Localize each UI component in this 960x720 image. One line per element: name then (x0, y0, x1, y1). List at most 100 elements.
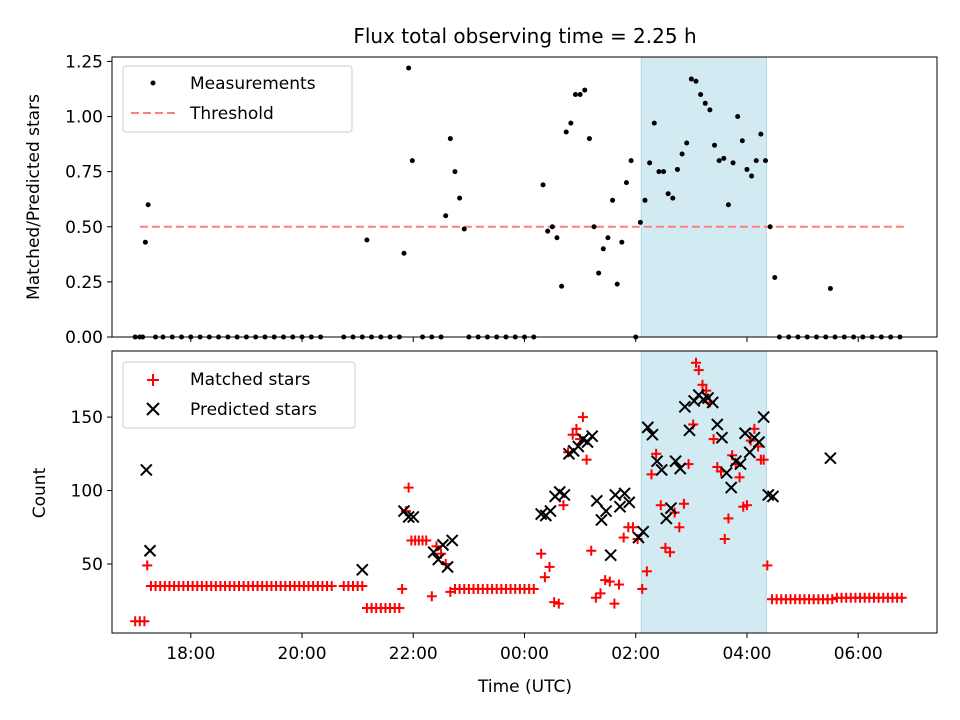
predicted-star-point (604, 548, 617, 562)
predicted-star-point (660, 512, 673, 525)
predicted-star-point (143, 544, 157, 557)
matched-star-point (655, 500, 666, 511)
matched-star-point (719, 534, 730, 544)
measurement-point (628, 158, 634, 164)
measurement-point (600, 246, 606, 252)
matched-star-point (567, 429, 578, 440)
bottom-y-label: Count (30, 467, 50, 518)
predicted-star-point (585, 429, 599, 443)
measurement-point (549, 224, 555, 230)
measurement-point (610, 197, 616, 203)
predicted-star-point (558, 488, 571, 502)
matched-star-point (758, 454, 769, 465)
top-y-tick-label: 0.50 (65, 218, 103, 238)
predicted-star-point (636, 525, 650, 538)
top-y-tick-label: 0.75 (65, 163, 103, 183)
measurement-point (145, 202, 151, 208)
predicted-star-point (436, 538, 450, 552)
bottom-legend: Matched stars Predicted stars (122, 361, 356, 429)
measurement-point (688, 76, 694, 82)
top-y-axis: 0.00 0.25 0.50 0.75 1.00 1.25 (65, 52, 112, 348)
top-legend-box (122, 65, 353, 133)
predicted-star-point (613, 500, 627, 513)
matched-star-point (749, 423, 760, 434)
bottom-y-tick-label: 150 (71, 408, 103, 428)
matched-star-point (528, 583, 539, 594)
matched-star-point (651, 448, 662, 459)
measurement-point (642, 197, 648, 203)
legend-predicted-marker (146, 402, 160, 416)
matched-star-point (690, 357, 701, 368)
predicted-star-point (752, 435, 766, 449)
measurement-point (563, 129, 569, 135)
measurement-point (586, 136, 592, 142)
measurement-point (712, 142, 718, 148)
matched-star-point (660, 542, 671, 553)
measurement-point (730, 160, 736, 166)
predicted-star-point (678, 400, 692, 414)
measurement-point (763, 158, 769, 164)
measurement-point (443, 213, 449, 219)
x-tick-label: 18:00 (166, 644, 215, 664)
matched-star-point (421, 535, 432, 546)
measurement-point (540, 182, 546, 188)
predicted-star-point (669, 454, 682, 468)
measurement-point (735, 114, 741, 120)
predicted-star-point (738, 427, 752, 440)
predicted-star-point (595, 513, 608, 527)
predicted-star-point (720, 466, 733, 480)
matched-star-point (734, 472, 745, 483)
matched-star-point (586, 545, 597, 556)
x-tick-label: 04:00 (722, 644, 771, 664)
x-axis-label: Time (UTC) (477, 677, 572, 697)
predicted-star-point (711, 418, 724, 431)
matched-star-point (536, 548, 547, 559)
measurement-point (679, 151, 685, 157)
measurement-point (591, 224, 597, 230)
measurement-point (461, 226, 467, 232)
predicted-star-point (140, 463, 153, 477)
matched-star-point (553, 598, 564, 609)
measurement-point (364, 237, 370, 243)
matched-star-point (394, 603, 405, 614)
measurement-point (554, 235, 560, 241)
predicted-star-point (356, 563, 369, 577)
matched-star-point (544, 561, 555, 572)
measurement-point (559, 283, 565, 289)
measurement-point (619, 239, 625, 245)
measurement-point (656, 169, 662, 175)
measurement-point (651, 120, 657, 126)
matched-star-point (581, 454, 592, 465)
top-legend: Measurements Threshold (122, 65, 353, 133)
predicted-star-point (650, 454, 664, 468)
predicted-star-point (646, 428, 659, 441)
matched-star-point (762, 560, 773, 571)
bottom-y-tick-label: 50 (81, 555, 103, 575)
matched-star-point (326, 581, 337, 591)
measurement-point (693, 78, 699, 84)
figure-title: Flux total observing time = 2.25 h (353, 24, 696, 48)
matched-star-point (697, 379, 708, 390)
matched-star-point (896, 592, 907, 603)
matched-star-point (637, 583, 648, 594)
matched-star-point (590, 592, 601, 603)
predicted-star-point (715, 431, 729, 444)
matched-star-point (618, 532, 629, 543)
predicted-star-point (734, 457, 747, 471)
measurement-point (605, 235, 611, 241)
matched-star-point (674, 522, 685, 533)
x-tick-label: 20:00 (278, 644, 327, 664)
predicted-star-point (766, 490, 780, 503)
top-y-label: Matched/Predicted stars (24, 94, 44, 300)
legend-matched-label: Matched stars (190, 370, 310, 390)
x-tick-label: 06:00 (834, 644, 883, 664)
predicted-star-point (402, 510, 415, 524)
measurement-point (568, 120, 574, 126)
top-y-tick-label: 1.25 (65, 52, 103, 72)
measurement-point (596, 270, 602, 276)
predicted-star-point (664, 501, 678, 515)
measurement-point (661, 169, 667, 175)
bottom-y-tick-label: 100 (71, 482, 103, 502)
measurement-point (623, 180, 629, 186)
measurement-point (674, 166, 680, 172)
